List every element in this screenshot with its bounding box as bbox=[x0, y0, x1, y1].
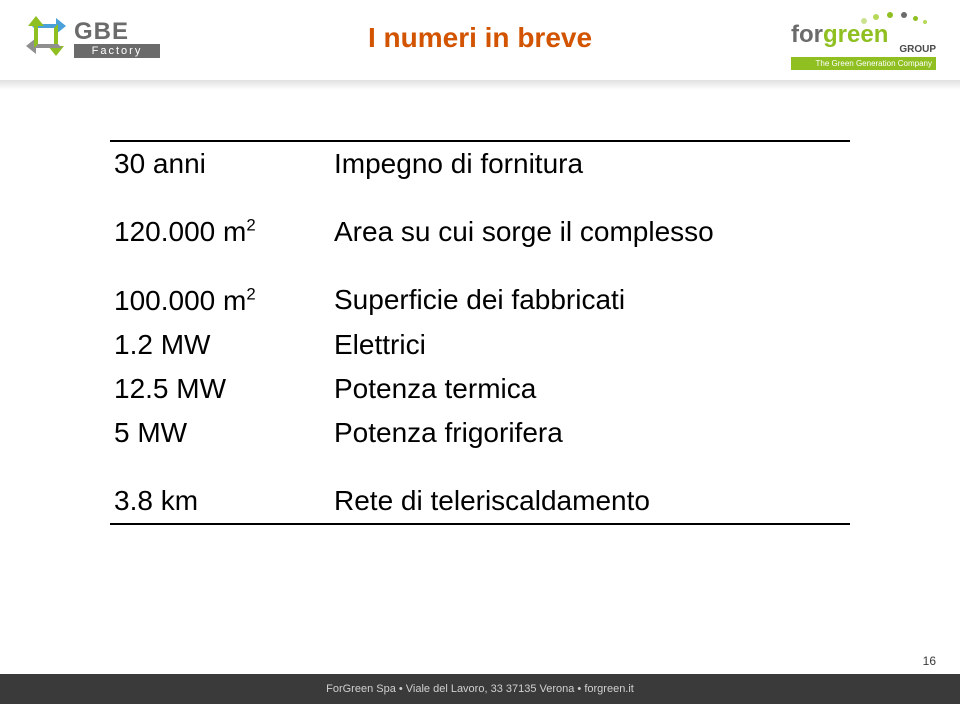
figure-key: 30 anni bbox=[110, 141, 330, 186]
forgreen-dots-icon bbox=[791, 10, 936, 24]
recycle-arrows-icon bbox=[24, 14, 68, 58]
figure-key: 100.000 m2 bbox=[110, 278, 330, 322]
figure-key: 3.8 km bbox=[110, 479, 330, 524]
figure-key: 12.5 MW bbox=[110, 367, 330, 411]
forgreen-logo: forgreen GROUP The Green Generation Comp… bbox=[791, 10, 936, 70]
table-row: 100.000 m2 Superficie dei fabbricati bbox=[110, 278, 850, 322]
figure-value: Rete di teleriscaldamento bbox=[330, 479, 850, 524]
header-shadow bbox=[0, 80, 960, 90]
table-row: 30 anni Impegno di fornitura bbox=[110, 141, 850, 186]
table-row: 5 MW Potenza frigorifera bbox=[110, 411, 850, 455]
slide-title: I numeri in breve bbox=[368, 22, 592, 54]
gbe-logo-subtext: Factory bbox=[74, 44, 160, 58]
slide-header: GBE Factory I numeri in breve forgreen G… bbox=[0, 0, 960, 80]
figure-value: Elettrici bbox=[330, 323, 850, 367]
figure-key: 120.000 m2 bbox=[110, 210, 330, 254]
figure-value: Superficie dei fabbricati bbox=[330, 278, 850, 322]
figure-value: Potenza termica bbox=[330, 367, 850, 411]
figure-value: Potenza frigorifera bbox=[330, 411, 850, 455]
page-number: 16 bbox=[923, 654, 936, 668]
forgreen-tagline: The Green Generation Company bbox=[791, 57, 936, 70]
forgreen-name: forgreen bbox=[791, 24, 936, 46]
forgreen-name-for: for bbox=[791, 21, 823, 48]
figure-key: 1.2 MW bbox=[110, 323, 330, 367]
gbe-factory-logo: GBE Factory bbox=[24, 12, 174, 64]
figure-key: 5 MW bbox=[110, 411, 330, 455]
forgreen-name-green: green bbox=[823, 21, 888, 48]
table-row: 12.5 MW Potenza termica bbox=[110, 367, 850, 411]
slide-content: 30 anni Impegno di fornitura 120.000 m2 … bbox=[0, 90, 960, 525]
figure-value: Impegno di fornitura bbox=[330, 141, 850, 186]
slide-footer: ForGreen Spa • Viale del Lavoro, 33 3713… bbox=[0, 674, 960, 704]
figure-value: Area su cui sorge il complesso bbox=[330, 210, 850, 254]
table-row: 120.000 m2 Area su cui sorge il compless… bbox=[110, 210, 850, 254]
figures-table: 30 anni Impegno di fornitura 120.000 m2 … bbox=[110, 140, 850, 525]
gbe-logo-text: GBE bbox=[74, 18, 129, 46]
table-row: 3.8 km Rete di teleriscaldamento bbox=[110, 479, 850, 524]
table-row: 1.2 MW Elettrici bbox=[110, 323, 850, 367]
